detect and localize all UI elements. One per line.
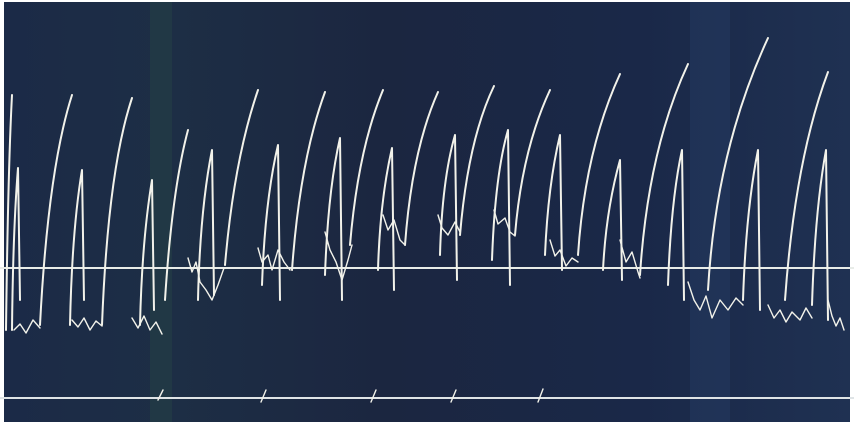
light-streak [690, 2, 730, 422]
large-spikes [5, 37, 829, 331]
light-streak [150, 2, 172, 422]
baseline-noise [13, 209, 845, 335]
small-spikes [11, 129, 829, 331]
screen-background [4, 2, 850, 422]
event-markers [157, 388, 544, 403]
